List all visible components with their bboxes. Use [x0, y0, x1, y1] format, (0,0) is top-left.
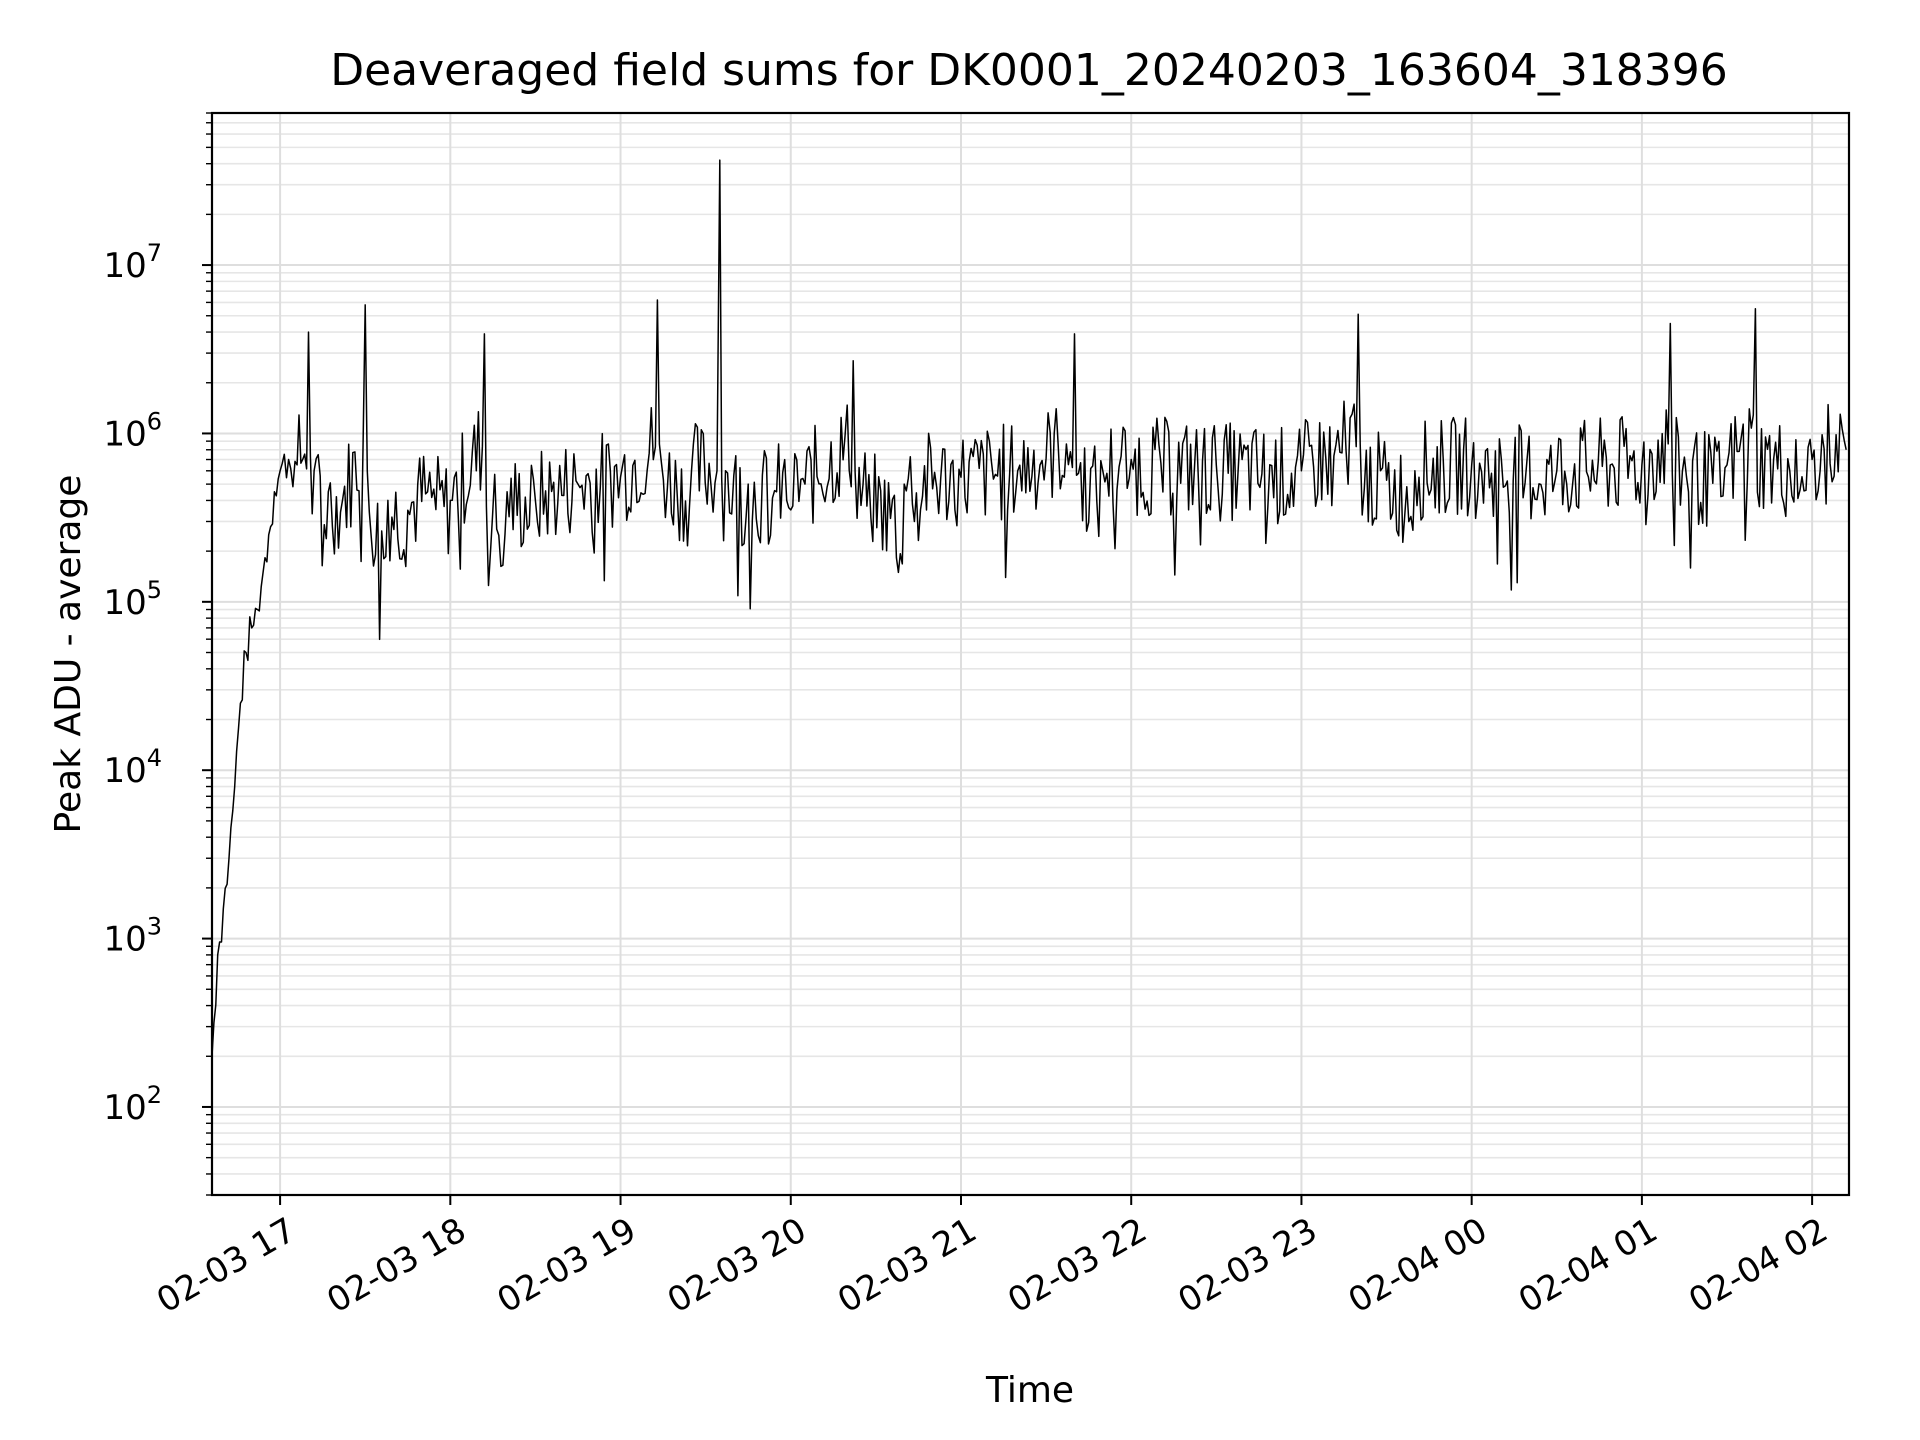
x-tick-label: 02-04 00: [1342, 1210, 1494, 1321]
y-tick-label: 105: [103, 576, 162, 623]
x-tick-label: 02-03 22: [1001, 1210, 1153, 1321]
y-tick-label: 107: [103, 239, 162, 286]
x-tick-label: 02-03 17: [150, 1210, 302, 1321]
y-tick-label: 103: [103, 913, 162, 960]
y-tick-label: 104: [103, 744, 162, 791]
major-grid: [212, 113, 1849, 1195]
plot-frame: [210, 111, 1851, 1197]
y-axis: 102 103 104 105 106 107: [103, 112, 212, 1196]
x-tick-label: 02-03 20: [661, 1210, 813, 1321]
x-tick-label: 02-03 19: [491, 1210, 643, 1321]
minor-grid: [212, 112, 1849, 1196]
y-tick-label: 106: [103, 407, 162, 454]
series-line: [211, 159, 1847, 1057]
y-axis-label: Peak ADU - average: [48, 475, 89, 834]
x-tick-label: 02-04 01: [1512, 1210, 1664, 1321]
x-tick-label: 02-03 21: [831, 1210, 983, 1321]
x-tick-label: 02-03 18: [320, 1210, 472, 1321]
y-tick-label: 102: [103, 1081, 162, 1128]
x-axis-label: Time: [985, 1370, 1074, 1411]
x-axis: 02-03 17 02-03 18 02-03 19 02-03 20 02-03 21…: [150, 1195, 1835, 1321]
x-tick-label: 02-04 02: [1682, 1210, 1834, 1321]
chart-title: Deaveraged field sums for DK0001_2024020…: [330, 45, 1728, 96]
x-tick-label: 02-03 23: [1172, 1210, 1324, 1321]
series-layer: [211, 159, 1847, 1057]
